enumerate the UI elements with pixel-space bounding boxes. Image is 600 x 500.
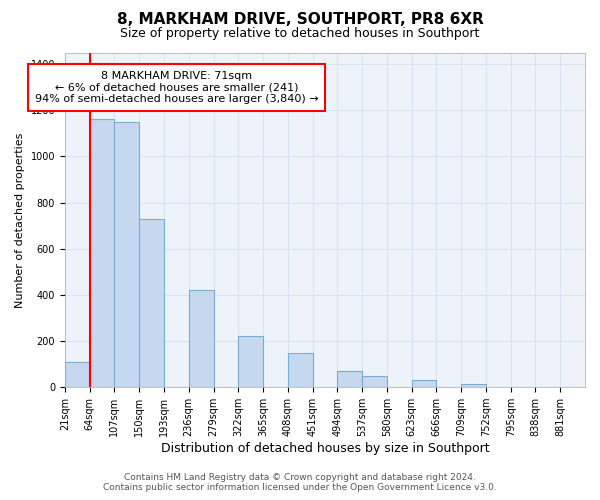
Bar (89, 119, 115, 387)
Text: 8 MARKHAM DRIVE: 71sqm
← 6% of detached houses are smaller (241)
94% of semi-det: 8 MARKHAM DRIVE: 71sqm ← 6% of detached … (35, 71, 318, 104)
Bar (288, 353, 313, 387)
Bar (139, 218, 164, 387)
Text: Contains HM Land Registry data © Crown copyright and database right 2024.
Contai: Contains HM Land Registry data © Crown c… (103, 473, 497, 492)
Bar (65, 362, 89, 387)
Bar (189, 290, 214, 387)
Bar (362, 376, 387, 387)
Bar (461, 384, 486, 387)
Text: 8, MARKHAM DRIVE, SOUTHPORT, PR8 6XR: 8, MARKHAM DRIVE, SOUTHPORT, PR8 6XR (116, 12, 484, 28)
Text: Size of property relative to detached houses in Southport: Size of property relative to detached ho… (121, 28, 479, 40)
Y-axis label: Number of detached properties: Number of detached properties (15, 132, 25, 308)
Bar (238, 336, 263, 387)
X-axis label: Distribution of detached houses by size in Southport: Distribution of detached houses by size … (161, 442, 489, 455)
Bar (337, 370, 362, 387)
Bar (412, 380, 436, 387)
Bar (115, 122, 139, 387)
